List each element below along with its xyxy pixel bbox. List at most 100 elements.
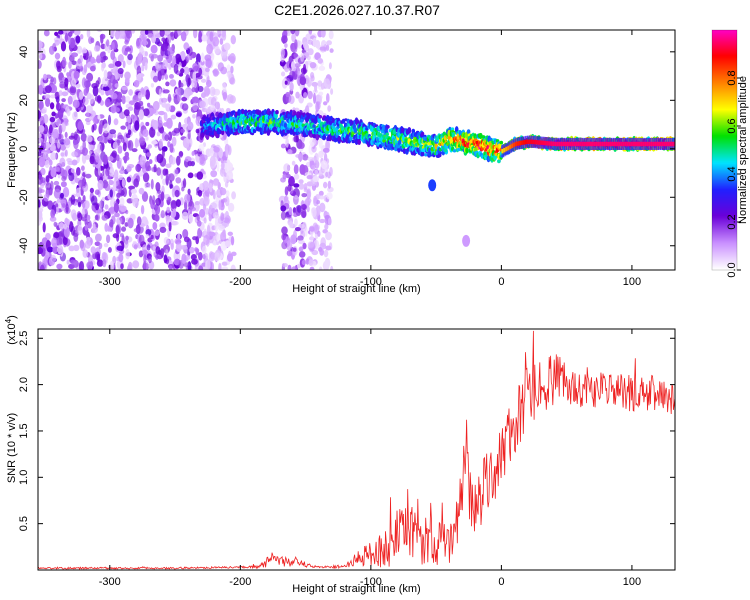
noise-cell bbox=[294, 218, 298, 227]
noise-cell bbox=[317, 230, 321, 237]
noise-cell bbox=[222, 92, 228, 100]
noise-cell bbox=[110, 50, 116, 61]
noise-cell bbox=[104, 222, 109, 232]
colorbar-swatch bbox=[712, 216, 737, 219]
noise-cell bbox=[50, 254, 57, 263]
colorbar-swatch bbox=[712, 252, 737, 255]
colorbar-swatch bbox=[712, 92, 737, 95]
noise-cell bbox=[152, 30, 159, 35]
colorbar-swatch bbox=[712, 82, 737, 85]
noise-cell bbox=[214, 222, 219, 232]
noise-cell bbox=[216, 188, 223, 198]
signal-core bbox=[630, 141, 634, 147]
signal-core bbox=[521, 140, 524, 145]
noise-cell bbox=[150, 234, 154, 240]
noise-cell bbox=[153, 164, 157, 173]
noise-cell bbox=[114, 169, 119, 181]
noise-cell bbox=[198, 30, 203, 42]
noise-cell bbox=[60, 181, 67, 188]
signal-core bbox=[577, 141, 581, 147]
signal-core bbox=[519, 140, 522, 146]
noise-cell bbox=[64, 149, 68, 157]
noise-cell bbox=[327, 217, 332, 226]
noise-cell bbox=[169, 143, 174, 153]
noise-cell bbox=[287, 184, 292, 192]
noise-cell bbox=[90, 246, 96, 254]
signal-core bbox=[597, 141, 601, 147]
noise-cell bbox=[152, 75, 159, 83]
noise-cell bbox=[156, 131, 161, 137]
noise-cell bbox=[225, 190, 230, 198]
noise-cell bbox=[292, 247, 297, 252]
noise-cell bbox=[139, 137, 146, 146]
noise-cell bbox=[194, 201, 201, 206]
colorbar-swatch bbox=[712, 224, 737, 227]
noise-cell bbox=[174, 168, 180, 175]
noise-cell bbox=[147, 144, 153, 149]
signal-core bbox=[601, 141, 605, 147]
colorbar-swatch bbox=[712, 78, 737, 81]
x-axis-label: Height of straight line (km) bbox=[292, 283, 420, 295]
colorbar-swatch bbox=[712, 170, 737, 173]
noise-cell bbox=[121, 137, 125, 143]
noise-cell bbox=[300, 52, 305, 62]
colorbar-swatch bbox=[712, 118, 737, 121]
noise-cell bbox=[217, 220, 221, 227]
signal-cell bbox=[275, 110, 279, 115]
signal-core bbox=[552, 141, 556, 146]
noise-cell bbox=[203, 228, 207, 237]
noise-cell bbox=[285, 137, 289, 148]
signal-core bbox=[624, 141, 628, 147]
noise-cell bbox=[160, 43, 168, 52]
noise-cell bbox=[77, 201, 82, 208]
noise-cell bbox=[144, 51, 148, 57]
noise-cell bbox=[53, 221, 58, 227]
noise-cell bbox=[220, 212, 225, 222]
x-tick-label: 100 bbox=[623, 576, 641, 588]
noise-cell bbox=[330, 265, 334, 270]
colorbar-swatch bbox=[712, 266, 737, 269]
colorbar-swatch bbox=[712, 230, 737, 233]
noise-cell bbox=[85, 121, 91, 126]
signal-cell bbox=[424, 153, 428, 157]
noise-cell bbox=[38, 100, 44, 111]
snr-frame bbox=[37, 328, 676, 571]
colorbar-swatch bbox=[712, 258, 737, 261]
noise-cell bbox=[317, 80, 323, 87]
noise-cell bbox=[201, 34, 208, 42]
noise-cell bbox=[302, 221, 307, 232]
signal-core bbox=[615, 141, 618, 147]
noise-cell bbox=[49, 124, 53, 134]
noise-cell bbox=[209, 156, 216, 167]
noise-cell bbox=[218, 200, 222, 210]
colorbar-swatch bbox=[712, 240, 737, 243]
signal-core bbox=[542, 140, 546, 146]
noise-cell bbox=[60, 152, 65, 157]
noise-cell bbox=[152, 100, 160, 111]
noise-cell bbox=[212, 189, 216, 200]
noise-cell bbox=[325, 231, 332, 241]
noise-cell bbox=[318, 169, 323, 177]
signal-cell bbox=[322, 134, 327, 141]
colorbar-swatch bbox=[712, 238, 737, 241]
colorbar-swatch bbox=[712, 174, 737, 177]
noise-cell bbox=[209, 86, 216, 97]
colorbar-swatch bbox=[712, 114, 737, 117]
noise-cell bbox=[108, 63, 115, 69]
noise-cell bbox=[160, 248, 165, 258]
noise-cell bbox=[303, 183, 308, 191]
noise-cell bbox=[213, 146, 220, 153]
colorbar-swatch bbox=[712, 156, 737, 159]
signal-core bbox=[554, 141, 558, 147]
noise-cell bbox=[98, 124, 103, 135]
signal-core bbox=[548, 141, 552, 146]
noise-cell bbox=[159, 126, 165, 134]
noise-cell bbox=[196, 214, 200, 221]
noise-cell bbox=[145, 89, 151, 100]
noise-cell bbox=[127, 53, 133, 61]
noise-cell bbox=[86, 72, 94, 82]
y-tick-label: 20 bbox=[18, 94, 30, 106]
noise-cell bbox=[222, 82, 227, 92]
noise-cell bbox=[98, 136, 104, 143]
noise-cell bbox=[299, 76, 307, 86]
